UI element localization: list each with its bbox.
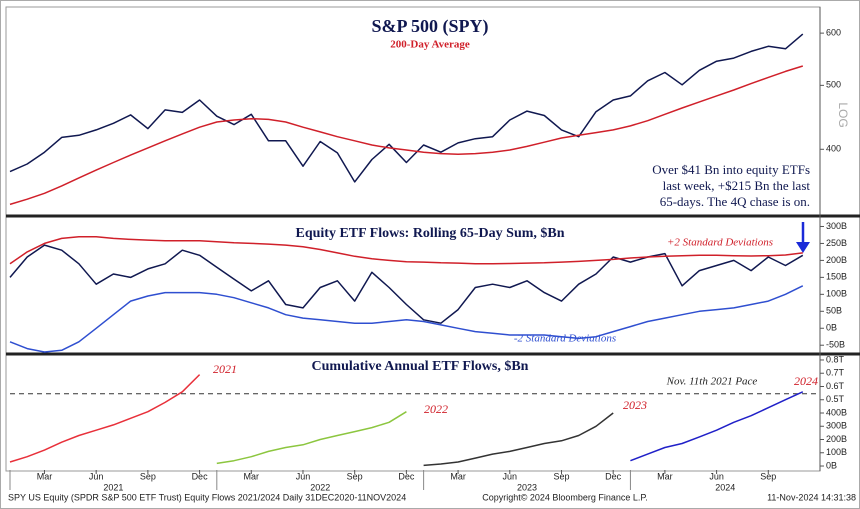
x-tick-label: Dec [605,471,622,481]
y-tick-label: 0.6T [826,381,845,391]
y-tick-label: 200B [826,255,847,265]
year-label: 2021 [103,482,123,492]
x-tick-label: Mar [244,471,260,481]
y-tick-label: 0.8T [826,354,845,364]
y-tick-label: 0B [826,323,837,333]
x-tick-label: Jun [709,471,724,481]
y-tick-label: 300B [826,221,847,231]
series-line [630,391,804,462]
y-tick-label: 100B [826,447,847,457]
series-line [9,244,804,324]
y-tick-label: -50B [826,340,845,350]
x-tick-label: Sep [347,471,363,481]
x-tick-label: Dec [192,471,209,481]
x-tick-label: Sep [553,471,569,481]
series-line [9,65,804,206]
x-tick-label: Mar [37,471,53,481]
x-tick-label: Sep [760,471,776,481]
y-tick-label: 400B [826,407,847,417]
year-label: 2023 [517,482,537,492]
x-tick-label: Dec [398,471,415,481]
arrow-head [796,242,810,253]
x-tick-label: Mar [450,471,466,481]
y-tick-label: 150B [826,272,847,282]
series-line [9,374,201,463]
year-label: 2024 [715,482,735,492]
reference-label: Nov. 11th 2021 Pace [666,376,758,388]
series-line [423,412,614,467]
y-tick-label: 50B [826,306,842,316]
series-line [9,235,803,265]
y-tick-label: 0.7T [826,368,845,378]
series-label: 2021 [213,362,237,376]
chart-title: S&P 500 (SPY) [372,16,489,37]
x-tick-label: Jun [503,471,518,481]
year-label: 2022 [310,482,330,492]
annotation: last week, +$215 Bn the last [663,178,811,193]
footer-right: 11-Nov-2024 14:31:38 [767,492,856,502]
y-tick-label: 300B [826,421,847,431]
x-tick-label: Jun [89,471,104,481]
axis-label: LOG [836,102,850,127]
series-line [9,285,804,353]
y-tick-label: 100B [826,289,847,299]
series-label: 2023 [623,398,647,412]
y-tick-label: 200B [826,434,847,444]
footer-center: Copyright© 2024 Bloomberg Finance L.P. [482,492,648,502]
series-label: 2024 [794,374,818,388]
series-line [216,411,407,465]
chart-title: Equity ETF Flows: Rolling 65-Day Sum, $B… [295,226,564,241]
y-tick-label: 0B [826,460,837,470]
y-tick-label: 0.5T [826,394,845,404]
x-tick-label: Jun [296,471,311,481]
footer-left: SPY US Equity (SPDR S&P 500 ETF Trust) E… [8,492,406,502]
subtitle: 200-Day Average [390,39,470,51]
series-label: +2 Standard Deviations [667,237,773,249]
y-tick-label: 600 [826,28,841,38]
y-tick-label: 500 [826,80,841,90]
chart-title: Cumulative Annual ETF Flows, $Bn [312,359,529,374]
x-tick-label: Sep [140,471,156,481]
series-line [9,33,804,183]
annotation: 65-days. The 4Q chase is on. [660,194,810,209]
annotation: Over $41 Bn into equity ETFs [652,162,810,177]
series-label: 2022 [424,402,448,416]
x-tick-label: Mar [657,471,673,481]
y-tick-label: 250B [826,238,847,248]
y-tick-label: 400 [826,144,841,154]
